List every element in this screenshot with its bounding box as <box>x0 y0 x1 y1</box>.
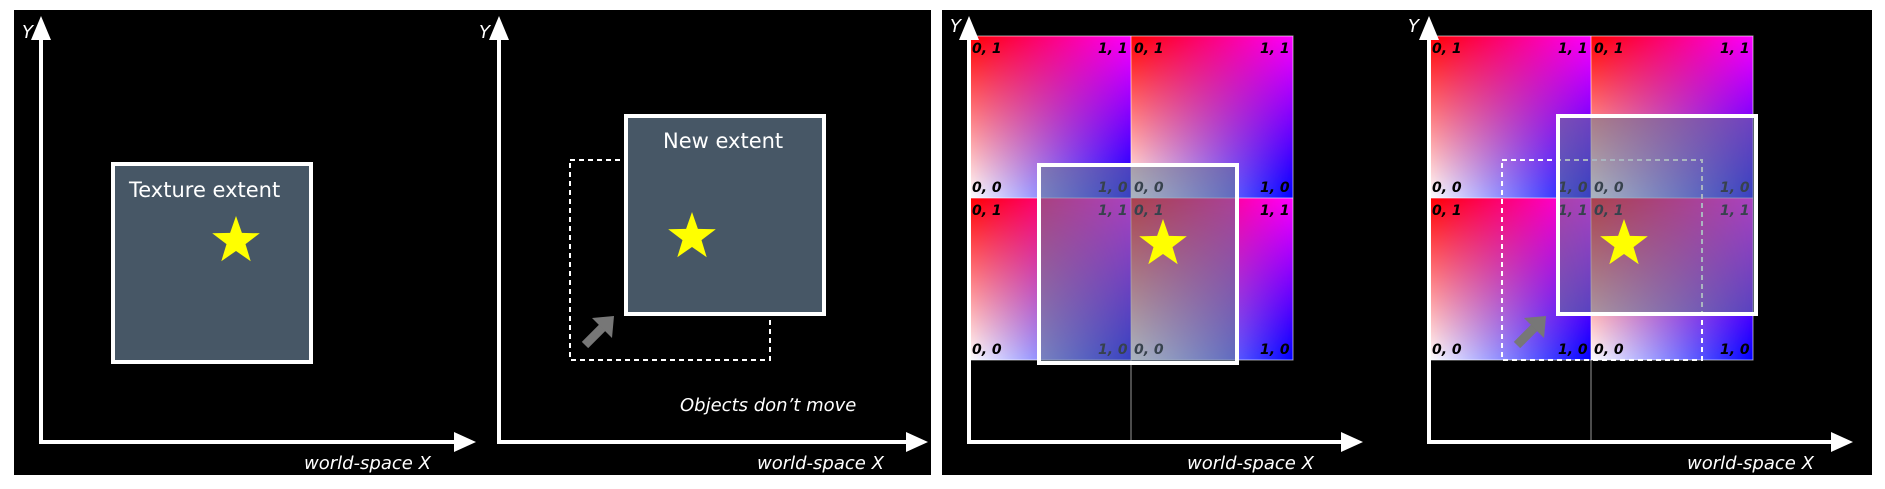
panel-right: 0, 1 1, 1 0, 0 1, 0 0, 1 1, 1 0, 0 1, 0 … <box>942 10 1872 475</box>
y-axis-arrowhead <box>31 16 51 40</box>
texture-extent-label: Texture extent <box>128 178 280 202</box>
x-axis-label: world-space X <box>1187 453 1315 474</box>
star-icon <box>1139 219 1187 265</box>
tile-corner-label: 1, 0 <box>1720 342 1750 358</box>
right-diagram: 0, 1 1, 1 0, 0 1, 0 0, 1 1, 1 0, 0 1, 0 … <box>950 16 1853 474</box>
move-arrow-icon <box>581 316 614 349</box>
x-axis-label: world-space X <box>1687 453 1815 474</box>
tile-corner-label: 0, 0 <box>1432 342 1462 358</box>
tile-corner-label: 0, 1 <box>1594 41 1624 57</box>
tile-corner-label: 0, 1 <box>1134 41 1164 57</box>
objects-caption: Objects don’t move <box>680 395 856 416</box>
tile-corner-label: 1, 1 <box>1260 203 1290 219</box>
x-axis-arrowhead <box>1341 432 1363 452</box>
tile-corner-label: 1, 1 <box>1098 41 1128 57</box>
x-axis-label: world-space X <box>304 453 432 474</box>
tile-corner-label: 1, 1 <box>1720 41 1750 57</box>
diagram-tiled-new-extent: 0, 1 1, 1 0, 0 1, 0 0, 1 1, 1 0, 0 1, 0 … <box>1408 16 1853 474</box>
extent-box <box>1037 163 1239 365</box>
tile-corner-label: 1, 0 <box>1260 180 1290 196</box>
star-icon <box>668 212 716 258</box>
tile-corner-label: 0, 1 <box>1432 203 1462 219</box>
y-axis-label: Y <box>1408 16 1421 37</box>
y-axis-arrowhead <box>1419 16 1439 40</box>
tile-corner-label: 0, 1 <box>972 203 1002 219</box>
star-icon <box>212 216 260 262</box>
move-arrow-icon <box>1513 316 1546 349</box>
panel-left: Y world-space X Texture extent Y world-s… <box>14 10 931 475</box>
tile-corner-label: 1, 0 <box>1558 342 1588 358</box>
y-axis-label: Y <box>479 22 492 43</box>
diagram-texture-extent: Y world-space X Texture extent <box>22 16 476 474</box>
y-axis-label: Y <box>22 22 35 43</box>
x-axis-arrowhead <box>454 432 476 452</box>
left-diagram: Y world-space X Texture extent Y world-s… <box>22 16 928 474</box>
tile-corner-label: 1, 1 <box>1260 41 1290 57</box>
new-extent-box <box>1556 114 1758 316</box>
diagram-new-extent: Y world-space X New extent Objects don’t… <box>479 16 928 474</box>
tile-corner-label: 0, 0 <box>972 180 1002 196</box>
tile-corner-label: 1, 0 <box>1260 342 1290 358</box>
x-axis-arrowhead <box>906 432 928 452</box>
star-icon <box>1600 219 1648 265</box>
x-axis-label: world-space X <box>757 453 885 474</box>
tile-corner-label: 0, 0 <box>972 342 1002 358</box>
tile-corner-label: 1, 1 <box>1558 41 1588 57</box>
y-axis-arrowhead <box>489 16 509 40</box>
x-axis-arrowhead <box>1831 432 1853 452</box>
y-axis-label: Y <box>950 16 963 37</box>
tile-corner-label: 0, 1 <box>1432 41 1462 57</box>
new-extent-box <box>624 114 826 316</box>
y-axis-arrowhead <box>959 16 979 40</box>
new-extent-label: New extent <box>663 129 783 153</box>
tile-corner-label: 0, 0 <box>1432 180 1462 196</box>
tile-corner-label: 0, 1 <box>972 41 1002 57</box>
diagram-tiled-extent: 0, 1 1, 1 0, 0 1, 0 0, 1 1, 1 0, 0 1, 0 … <box>950 16 1363 474</box>
tile-corner-label: 0, 0 <box>1594 342 1624 358</box>
texture-extent-box <box>111 162 313 364</box>
